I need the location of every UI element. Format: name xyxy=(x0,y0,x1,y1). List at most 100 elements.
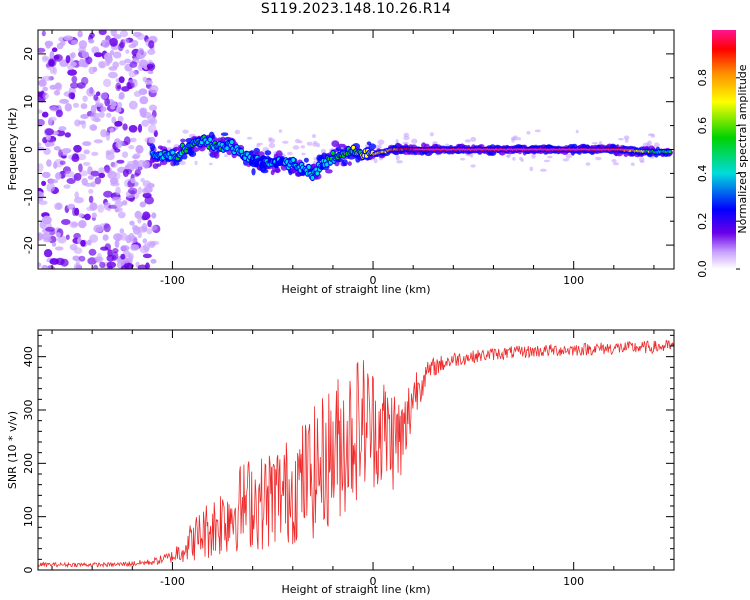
noise-cell xyxy=(562,158,570,162)
snr-ylabel: SNR (10 * v/v) xyxy=(6,411,19,489)
noise-cell xyxy=(282,140,289,144)
noise-cell xyxy=(112,248,119,254)
noise-cell xyxy=(148,117,158,126)
noise-cell xyxy=(91,151,99,156)
noise-cell xyxy=(90,104,97,114)
signal-cell xyxy=(199,140,204,145)
noise-cell xyxy=(445,143,450,147)
noise-cell xyxy=(59,160,66,166)
noise-cell xyxy=(80,114,89,119)
noise-cell xyxy=(144,80,153,85)
noise-cell xyxy=(179,160,186,165)
noise-cell xyxy=(41,171,51,179)
signal-cell xyxy=(325,162,329,167)
noise-cell xyxy=(54,202,63,210)
noise-cell xyxy=(44,40,54,47)
y-tick-label: 300 xyxy=(22,400,35,421)
noise-cell xyxy=(115,82,122,92)
noise-cell xyxy=(75,257,80,266)
noise-cell xyxy=(115,141,123,149)
signal-halo-cell xyxy=(335,146,342,152)
noise-cell xyxy=(46,182,56,192)
noise-cell xyxy=(56,232,61,238)
noise-cell xyxy=(55,129,66,137)
noise-cell xyxy=(49,116,57,122)
signal-cell xyxy=(208,137,212,142)
noise-cell xyxy=(38,119,45,127)
noise-cell xyxy=(77,30,83,38)
noise-cell xyxy=(107,265,113,269)
noise-cell xyxy=(87,175,94,180)
noise-cell xyxy=(118,76,125,84)
y-tick-label: -20 xyxy=(22,236,35,254)
noise-cell xyxy=(82,141,92,147)
x-tick-label: 100 xyxy=(563,274,584,287)
noise-cell xyxy=(38,142,42,147)
noise-cell xyxy=(133,90,142,97)
noise-cell xyxy=(81,51,89,59)
noise-cell xyxy=(112,61,120,69)
noise-cell xyxy=(88,39,95,44)
noise-cell xyxy=(105,152,115,161)
noise-cell xyxy=(89,124,98,131)
noise-cell xyxy=(128,125,138,133)
noise-cell xyxy=(119,228,125,234)
noise-cell xyxy=(89,234,99,243)
signal-halo-cell xyxy=(220,136,226,143)
noise-cell xyxy=(42,86,48,92)
noise-cell xyxy=(96,91,101,96)
noise-cell xyxy=(640,160,645,164)
noise-cell xyxy=(624,137,629,143)
noise-cell xyxy=(377,139,385,145)
signal-cell xyxy=(239,149,244,154)
noise-cell xyxy=(78,255,86,262)
noise-cell xyxy=(148,104,158,112)
noise-cell xyxy=(128,70,137,78)
signal-halo-cell xyxy=(188,150,197,157)
colorbar-tick-label: 0.4 xyxy=(696,165,709,183)
noise-cell xyxy=(142,211,151,220)
signal-halo-cell xyxy=(173,146,180,151)
signal-halo-cell xyxy=(337,143,346,148)
noise-cell xyxy=(403,135,410,141)
noise-cell xyxy=(132,159,139,165)
y-tick-label: -10 xyxy=(22,188,35,206)
noise-cell xyxy=(470,136,477,142)
noise-cell xyxy=(103,78,112,88)
noise-cell xyxy=(42,92,49,100)
noise-cell xyxy=(110,177,119,185)
noise-cell xyxy=(114,239,120,248)
noise-cell xyxy=(81,120,87,129)
noise-cell xyxy=(115,186,121,196)
noise-cell xyxy=(71,154,80,162)
noise-cell xyxy=(65,234,70,240)
noise-cell xyxy=(78,163,83,172)
noise-cell xyxy=(134,172,140,177)
noise-cell xyxy=(148,136,156,144)
y-tick-label: 200 xyxy=(22,453,35,474)
noise-cell xyxy=(38,109,43,114)
noise-cell xyxy=(268,138,276,144)
noise-cell xyxy=(166,139,171,144)
noise-cell xyxy=(80,103,88,110)
noise-cell xyxy=(316,143,321,148)
noise-cell xyxy=(117,116,124,123)
x-tick-label: -100 xyxy=(160,274,185,287)
noise-cell xyxy=(121,151,129,158)
noise-cell xyxy=(51,242,57,247)
noise-cell xyxy=(470,164,476,168)
noise-cell xyxy=(642,142,648,147)
noise-cell xyxy=(595,156,602,161)
noise-cell xyxy=(100,129,108,138)
noise-cell xyxy=(114,207,120,213)
noise-cell xyxy=(92,264,99,269)
noise-cell xyxy=(136,33,146,40)
noise-cell xyxy=(88,195,94,204)
noise-cell xyxy=(86,87,95,97)
noise-cell xyxy=(128,43,137,49)
signal-cell xyxy=(315,171,320,176)
noise-cell xyxy=(106,112,112,118)
noise-cell xyxy=(98,30,107,36)
noise-cell xyxy=(90,112,96,121)
